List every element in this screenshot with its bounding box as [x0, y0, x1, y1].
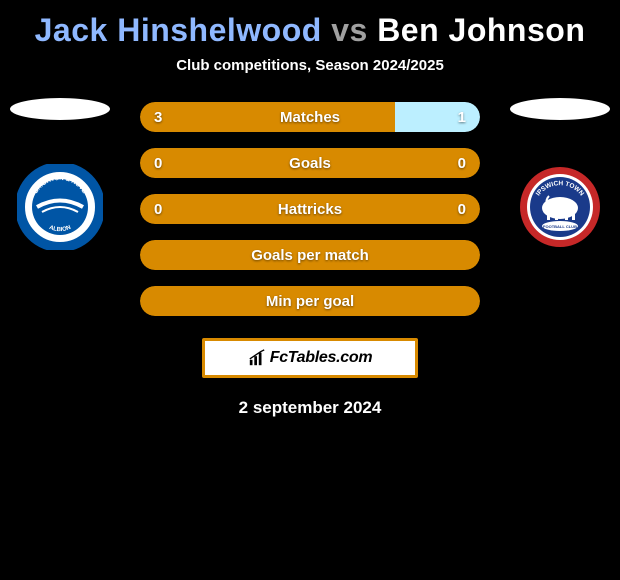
stat-label: Hattricks: [140, 201, 480, 218]
comparison-title: Jack Hinshelwood vs Ben Johnson: [0, 0, 620, 49]
stat-bar: 00Hattricks: [140, 194, 480, 224]
stat-label: Matches: [140, 109, 480, 126]
player-a-crest: BRIGHTON & HOVE ALBION: [17, 164, 103, 250]
brighton-crest-icon: BRIGHTON & HOVE ALBION: [17, 164, 103, 250]
player-b-name: Ben Johnson: [368, 12, 586, 48]
stat-bar: 31Matches: [140, 102, 480, 132]
player-b-side: FOOTBALL CLUB IPSWICH TOWN: [510, 102, 610, 250]
svg-text:FOOTBALL CLUB: FOOTBALL CLUB: [543, 224, 577, 229]
stat-label: Goals per match: [140, 247, 480, 264]
comparison-content: BRIGHTON & HOVE ALBION 31Matches 00Goals 0…: [0, 102, 620, 316]
vs-text: vs: [331, 12, 368, 48]
stat-label: Goals: [140, 155, 480, 172]
player-a-name: Jack Hinshelwood: [35, 12, 332, 48]
watermark-box: FcTables.com: [202, 338, 418, 378]
player-b-crest: FOOTBALL CLUB IPSWICH TOWN: [517, 164, 603, 250]
watermark-text: FcTables.com: [270, 349, 373, 367]
player-b-ellipse: [510, 98, 610, 120]
stat-bar: 00Goals: [140, 148, 480, 178]
comparison-subtitle: Club competitions, Season 2024/2025: [0, 57, 620, 74]
stat-bar: Goals per match: [140, 240, 480, 270]
chart-icon: [248, 349, 266, 367]
player-a-ellipse: [10, 98, 110, 120]
comparison-date: 2 september 2024: [0, 398, 620, 418]
ipswich-crest-icon: FOOTBALL CLUB IPSWICH TOWN: [517, 164, 603, 250]
stat-bars: 31Matches 00Goals 00Hattricks Goals per mat…: [140, 102, 480, 316]
player-a-side: BRIGHTON & HOVE ALBION: [10, 102, 110, 250]
stat-label: Min per goal: [140, 293, 480, 310]
stat-bar: Min per goal: [140, 286, 480, 316]
